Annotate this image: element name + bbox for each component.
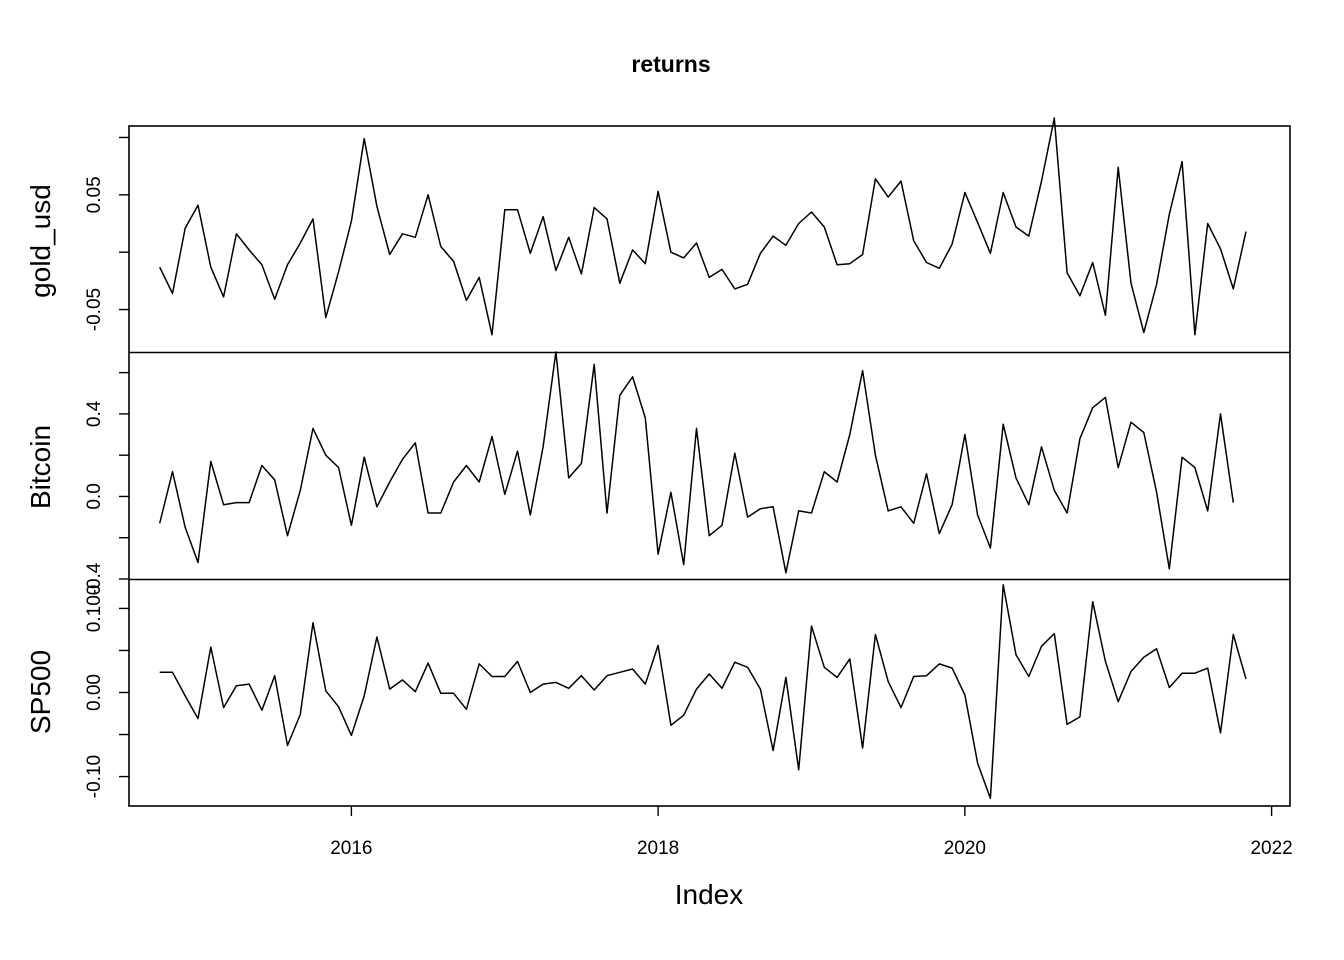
- panel-0-ytick-label-2: 0.05: [84, 176, 105, 213]
- panel-0-ylabel: gold_usd: [25, 184, 56, 298]
- panel-2-ytick-label-4: 0.100: [84, 585, 105, 633]
- panel-1-ylabel: Bitcoin: [25, 425, 56, 509]
- chart-title: returns: [631, 51, 710, 77]
- panel-1-ytick-label-2: 0.0: [84, 483, 105, 509]
- series-line-Bitcoin: [158, 351, 1235, 574]
- panel-2-ylabel: SP500: [25, 650, 56, 734]
- x-tick-label-1: 2018: [637, 838, 679, 859]
- panel-0-ytick-label-0: -0.05: [84, 288, 105, 331]
- panel-2-ytick-label-0: -0.10: [84, 755, 105, 798]
- panel-2-ytick-label-2: 0.00: [84, 674, 105, 711]
- plot-frame: [128, 125, 1291, 807]
- series-line-gold_usd: [159, 117, 1247, 336]
- axes-layer: 2016 2018 2020 2022 -0.05 0.05 -0.4 0.0 0.4 -0.10…: [84, 136, 1293, 859]
- x-tick-label-2: 2020: [944, 838, 986, 859]
- panel-1-ytick-label-0: -0.4: [84, 562, 105, 595]
- x-axis-label: Index: [675, 879, 744, 910]
- series-layer: [158, 117, 1247, 800]
- x-tick-label-3: 2022: [1250, 838, 1292, 859]
- series-line-SP500: [159, 584, 1247, 800]
- x-tick-label-0: 2016: [330, 838, 372, 859]
- panel-1-ytick-label-4: 0.4: [84, 400, 105, 427]
